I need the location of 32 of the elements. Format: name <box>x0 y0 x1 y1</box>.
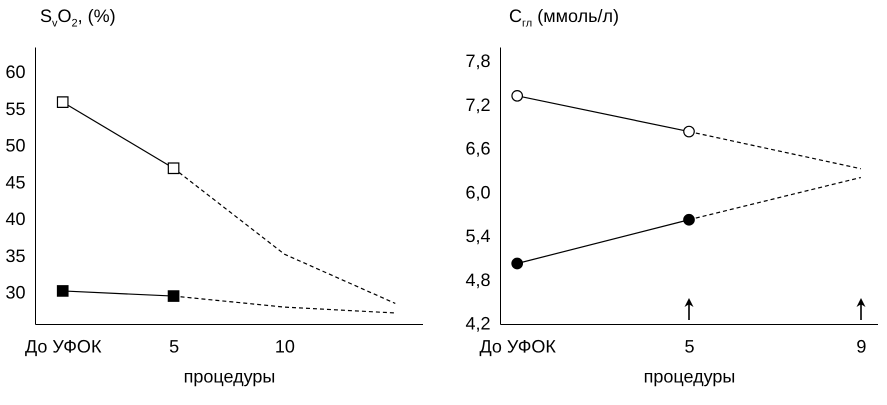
point <box>168 162 180 174</box>
y-axis-title: C$_{гл}$ (ммоль/л) <box>509 6 619 30</box>
y-tick-label: 35 <box>5 246 26 266</box>
x-tick-label: 10 <box>274 336 295 356</box>
point <box>511 258 524 270</box>
y-tick-label: 30 <box>5 282 26 303</box>
y-tick-label: 50 <box>5 136 26 156</box>
y-tick-label: 7,2 <box>465 94 490 115</box>
y-tick-label: 6,6 <box>465 138 490 159</box>
x-axis-title: процедуры <box>184 366 276 386</box>
y-tick-label: 5,4 <box>465 226 490 246</box>
y-tick-label: 4,8 <box>465 270 490 290</box>
point <box>56 96 69 108</box>
point <box>683 126 695 138</box>
y-tick-label: 45 <box>5 172 26 192</box>
y-tick-label: 55 <box>5 98 26 119</box>
y-tick-label: 40 <box>5 209 26 230</box>
x-axis-title: процедуры <box>644 366 736 386</box>
y-tick-label: 4,2 <box>465 314 490 334</box>
point <box>56 285 69 297</box>
y-tick-label: 6,0 <box>465 182 490 202</box>
point <box>683 214 695 226</box>
point <box>168 290 180 302</box>
y-tick-label: 7,8 <box>465 51 490 72</box>
x-tick-label: 5 <box>684 336 695 356</box>
point <box>511 90 524 102</box>
x-tick-label: 5 <box>169 336 180 356</box>
x-tick-label: 9 <box>856 336 866 356</box>
y-tick-label: 60 <box>5 62 26 82</box>
x-tick-label: До УФОК <box>25 336 102 356</box>
x-tick-label: До УФОК <box>479 336 556 356</box>
y-axis-title: S$_{v}$O$_{2}$, (%) <box>40 6 116 30</box>
